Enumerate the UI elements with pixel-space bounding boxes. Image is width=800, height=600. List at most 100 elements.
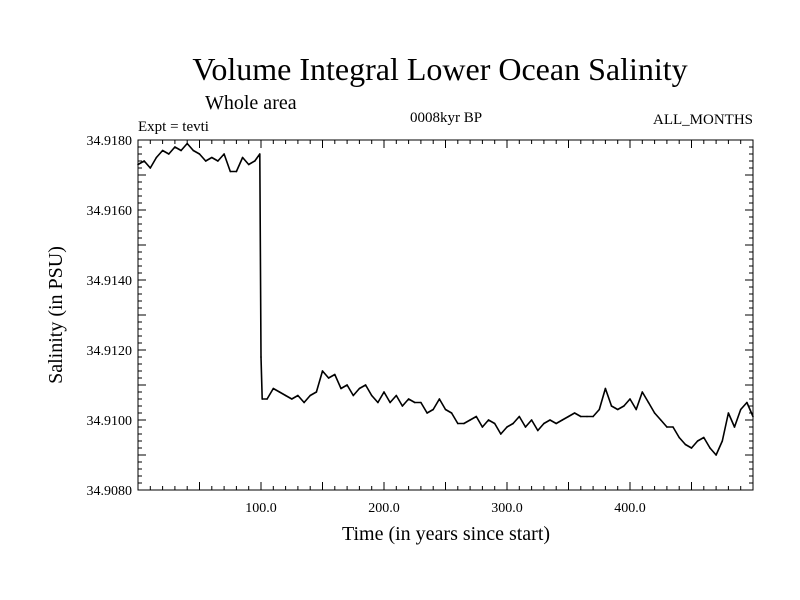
x-tick-label: 300.0 <box>491 501 523 516</box>
chart-title: Volume Integral Lower Ocean Salinity <box>192 51 687 87</box>
data-point <box>586 415 588 418</box>
data-point <box>327 377 330 379</box>
chart-subtitle: Whole area <box>205 92 297 114</box>
y-tick-label: 34.9080 <box>87 484 133 499</box>
data-point <box>653 412 656 414</box>
data-point <box>260 356 262 358</box>
data-point <box>370 394 373 397</box>
data-point <box>721 440 724 442</box>
ticks-layer: 100.0 200.0 300.0 400.0 34.9080 34.9100 34.912… <box>87 134 753 516</box>
data-point <box>647 401 650 404</box>
data-point <box>457 422 459 425</box>
data-point <box>543 422 545 425</box>
data-point <box>616 408 619 411</box>
data-point <box>383 391 385 393</box>
data-point <box>235 170 238 173</box>
data-point <box>180 149 182 152</box>
data-point <box>321 370 324 372</box>
data-point <box>143 160 145 162</box>
data-point <box>573 412 576 414</box>
data-point <box>438 398 441 400</box>
data-point <box>204 160 207 162</box>
data-point <box>678 436 680 439</box>
data-point <box>752 415 754 418</box>
data-point <box>407 398 410 400</box>
data-point <box>629 398 631 400</box>
series-layer <box>137 142 754 456</box>
data-point <box>555 422 557 425</box>
data-point <box>592 415 594 418</box>
y-tick-label: 34.9160 <box>87 204 133 219</box>
data-point <box>709 447 711 449</box>
data-point <box>450 412 453 414</box>
plot-frame <box>137 139 754 491</box>
data-point <box>580 415 582 418</box>
data-point <box>291 398 293 400</box>
data-point <box>174 146 176 148</box>
data-point <box>715 454 717 456</box>
data-point <box>168 153 170 155</box>
data-point <box>481 426 484 428</box>
data-point <box>309 394 312 397</box>
data-point <box>259 153 261 155</box>
data-point <box>684 443 687 446</box>
data-point <box>420 401 422 404</box>
x-tick-label: 100.0 <box>245 501 277 516</box>
data-point <box>623 405 625 407</box>
data-point <box>660 419 662 421</box>
data-point <box>690 447 693 449</box>
data-point <box>444 408 447 411</box>
data-point <box>524 426 527 428</box>
data-point <box>463 422 465 425</box>
data-point <box>254 160 256 162</box>
data-point <box>518 415 521 418</box>
data-point <box>561 419 564 421</box>
series-line-0 <box>137 142 754 456</box>
data-point <box>512 422 514 425</box>
data-point <box>149 167 152 169</box>
data-point <box>672 426 674 428</box>
data-point <box>198 153 201 155</box>
data-point <box>746 401 748 404</box>
data-point <box>247 163 250 166</box>
data-point <box>223 153 225 155</box>
data-point <box>395 394 398 397</box>
data-point <box>469 419 471 421</box>
data-point <box>598 408 601 411</box>
x-tick-label: 200.0 <box>368 501 400 516</box>
data-point <box>161 149 164 152</box>
data-point <box>549 419 551 421</box>
data-point <box>733 426 736 428</box>
data-point <box>346 384 348 386</box>
data-point <box>297 394 299 397</box>
data-point <box>315 391 318 393</box>
data-point <box>567 415 570 418</box>
data-point <box>352 394 355 397</box>
data-point <box>604 387 607 390</box>
data-point <box>340 387 342 390</box>
data-point <box>506 426 508 428</box>
data-point <box>211 156 213 159</box>
data-point <box>414 401 416 404</box>
data-point <box>487 419 490 421</box>
y-axis-label: Salinity (in PSU) <box>45 246 67 384</box>
data-point <box>666 426 668 428</box>
data-point <box>530 419 533 421</box>
data-point <box>610 405 613 407</box>
experiment-label: Expt = tevti <box>138 119 209 135</box>
data-point <box>137 163 139 166</box>
y-tick-label: 34.9140 <box>87 274 133 289</box>
data-point <box>358 387 361 390</box>
x-tick-label: 400.0 <box>614 501 646 516</box>
data-point <box>432 408 435 411</box>
data-point <box>334 373 336 376</box>
y-tick-label: 34.9100 <box>87 414 133 429</box>
data-point <box>266 398 268 400</box>
data-point <box>217 160 219 162</box>
y-tick-label: 34.9180 <box>87 134 133 149</box>
data-point <box>186 142 188 145</box>
data-point <box>303 401 305 404</box>
data-point <box>261 398 264 400</box>
data-point <box>284 394 287 397</box>
